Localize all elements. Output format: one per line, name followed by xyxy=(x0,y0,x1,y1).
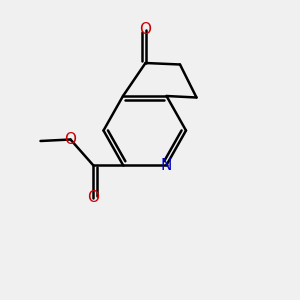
Text: O: O xyxy=(140,22,152,38)
Text: O: O xyxy=(64,132,76,147)
Text: N: N xyxy=(161,158,172,172)
Text: O: O xyxy=(87,190,99,206)
